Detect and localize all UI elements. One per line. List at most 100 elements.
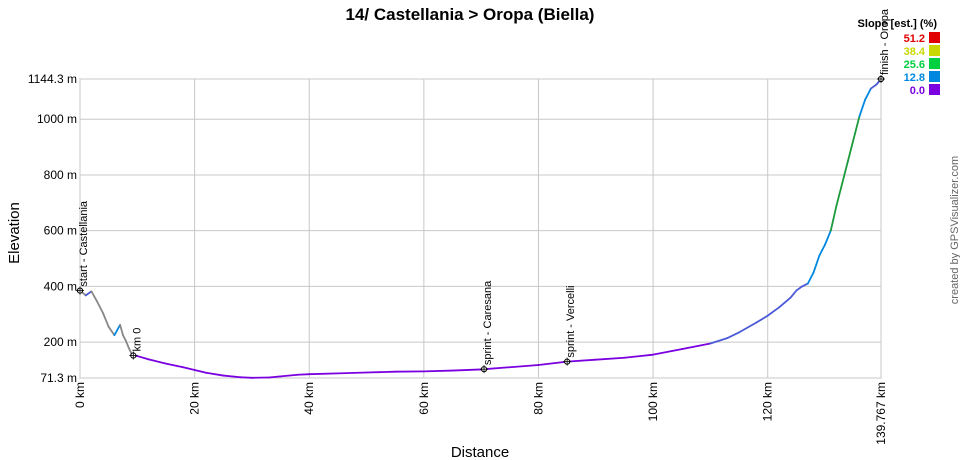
elevation-segment: [755, 314, 769, 324]
y-tick-label: 71.3 m: [40, 371, 77, 385]
elevation-segment: [824, 229, 832, 246]
elevation-segment: [296, 373, 311, 376]
elevation-segment: [268, 375, 282, 379]
legend-value: 12.8: [904, 72, 925, 84]
grid: [79, 78, 882, 379]
elevation-segment: [738, 321, 758, 334]
x-tick-label: 20 km: [188, 382, 202, 415]
plot-frame: [79, 78, 882, 379]
elevation-segment: [279, 373, 299, 378]
elevation-segment: [801, 282, 809, 288]
chart-title: 14/ Castellania > Oropa (Biella): [346, 5, 595, 24]
y-axis-label: Elevation: [6, 202, 23, 264]
y-tick-label: 200 m: [44, 335, 77, 349]
elevation-segment: [96, 300, 104, 314]
elevation-segment: [726, 331, 740, 339]
elevation-segment: [766, 306, 781, 317]
elevation-segment: [147, 358, 167, 365]
x-tick-label: 100 km: [646, 382, 660, 421]
elevation-segment: [205, 371, 225, 377]
legend-swatch: [929, 71, 940, 82]
x-axis-ticks: 0 km 20 km 40 km 60 km 80 km 100 km 120 km 139.…: [73, 382, 888, 445]
elevation-segment: [778, 296, 792, 309]
waypoint-label: start - Castellania: [78, 200, 90, 286]
elevation-segment: [858, 98, 867, 118]
waypoint-label: km 0: [131, 328, 143, 352]
elevation-segment: [789, 289, 798, 299]
elevation-segment: [818, 243, 826, 257]
elevation-segment: [537, 360, 569, 366]
legend-title: Slope [est.] (%): [858, 18, 938, 30]
y-tick-label: 400 m: [44, 279, 77, 293]
waypoint: start - Castellania: [76, 200, 90, 295]
elevation-segment: [680, 342, 712, 351]
elevation-segment: [239, 376, 253, 379]
waypoint: finish - Oropa: [877, 8, 891, 83]
waypoint: km 0: [129, 328, 143, 360]
elevation-segment: [869, 83, 878, 90]
x-tick-label: 60 km: [417, 382, 431, 415]
elevation-segment: [795, 285, 804, 292]
elevation-segment: [193, 369, 207, 374]
y-axis-ticks: 71.3 m 200 m 400 m 600 m 800 m 1000 m 1144.3 m: [28, 72, 77, 385]
x-tick-label: 40 km: [302, 382, 316, 415]
elevation-segment: [107, 325, 116, 337]
slope-legend: Slope [est.] (%) 51.238.425.612.80.0: [858, 18, 940, 97]
legend-value: 51.2: [904, 33, 925, 45]
elevation-segment: [136, 355, 150, 361]
elevation-segment: [336, 371, 368, 375]
elevation-segment: [709, 337, 729, 345]
waypoints: start - Castellania km 0 sprint - Caresana…: [76, 8, 891, 374]
credit-text: created by GPSVisualizer.com: [949, 156, 960, 304]
x-tick-label: 139.767 km: [874, 382, 888, 445]
elevation-segment: [835, 182, 844, 207]
legend-value: 38.4: [904, 46, 926, 58]
elevation-segment: [812, 254, 821, 274]
elevation-segment: [124, 339, 130, 349]
legend-swatch: [929, 84, 940, 95]
elevation-segment: [829, 204, 838, 232]
legend-value: 25.6: [904, 59, 925, 71]
waypoint-label: sprint - Vercelli: [565, 286, 577, 358]
elevation-segment: [841, 160, 849, 185]
elevation-segment: [566, 358, 597, 363]
elevation-segment: [652, 348, 683, 356]
elevation-segment: [127, 346, 133, 355]
waypoint: sprint - Caresana: [480, 280, 494, 374]
elevation-segment: [864, 87, 872, 101]
elevation-segment: [182, 366, 196, 371]
y-tick-label: 800 m: [44, 168, 77, 182]
x-tick-label: 0 km: [73, 382, 87, 408]
legend-value: 0.0: [910, 85, 925, 97]
elevation-segment: [90, 290, 99, 303]
elevation-segment: [84, 290, 93, 297]
elevation-segment: [102, 311, 110, 328]
elevation-segment: [365, 370, 397, 374]
elevation-segment: [119, 323, 124, 337]
elevation-segment: [623, 353, 654, 359]
waypoint: sprint - Vercelli: [563, 286, 577, 366]
elevation-segment: [308, 372, 339, 376]
elevation-segment: [852, 115, 861, 140]
y-tick-label: 1144.3 m: [28, 72, 77, 86]
x-tick-label: 120 km: [761, 382, 775, 421]
elevation-segment: [222, 374, 242, 379]
waypoint-label: finish - Oropa: [879, 8, 891, 75]
x-axis-label: Distance: [451, 444, 509, 460]
elevation-segment: [122, 334, 127, 342]
elevation-segment: [806, 271, 815, 285]
elevation-segment: [451, 368, 483, 372]
plot-area: [79, 78, 882, 379]
elevation-segment: [165, 362, 185, 369]
legend-swatch: [929, 32, 940, 43]
elevation-segment: [594, 356, 626, 361]
legend-swatch: [929, 45, 940, 56]
elevation-segment: [422, 369, 454, 373]
elevation-segment: [847, 137, 855, 162]
elevation-segment: [113, 323, 122, 337]
x-tick-label: 80 km: [531, 382, 545, 415]
elevation-segment: [508, 364, 540, 369]
y-tick-label: 600 m: [44, 224, 77, 238]
legend-swatch: [929, 58, 940, 69]
